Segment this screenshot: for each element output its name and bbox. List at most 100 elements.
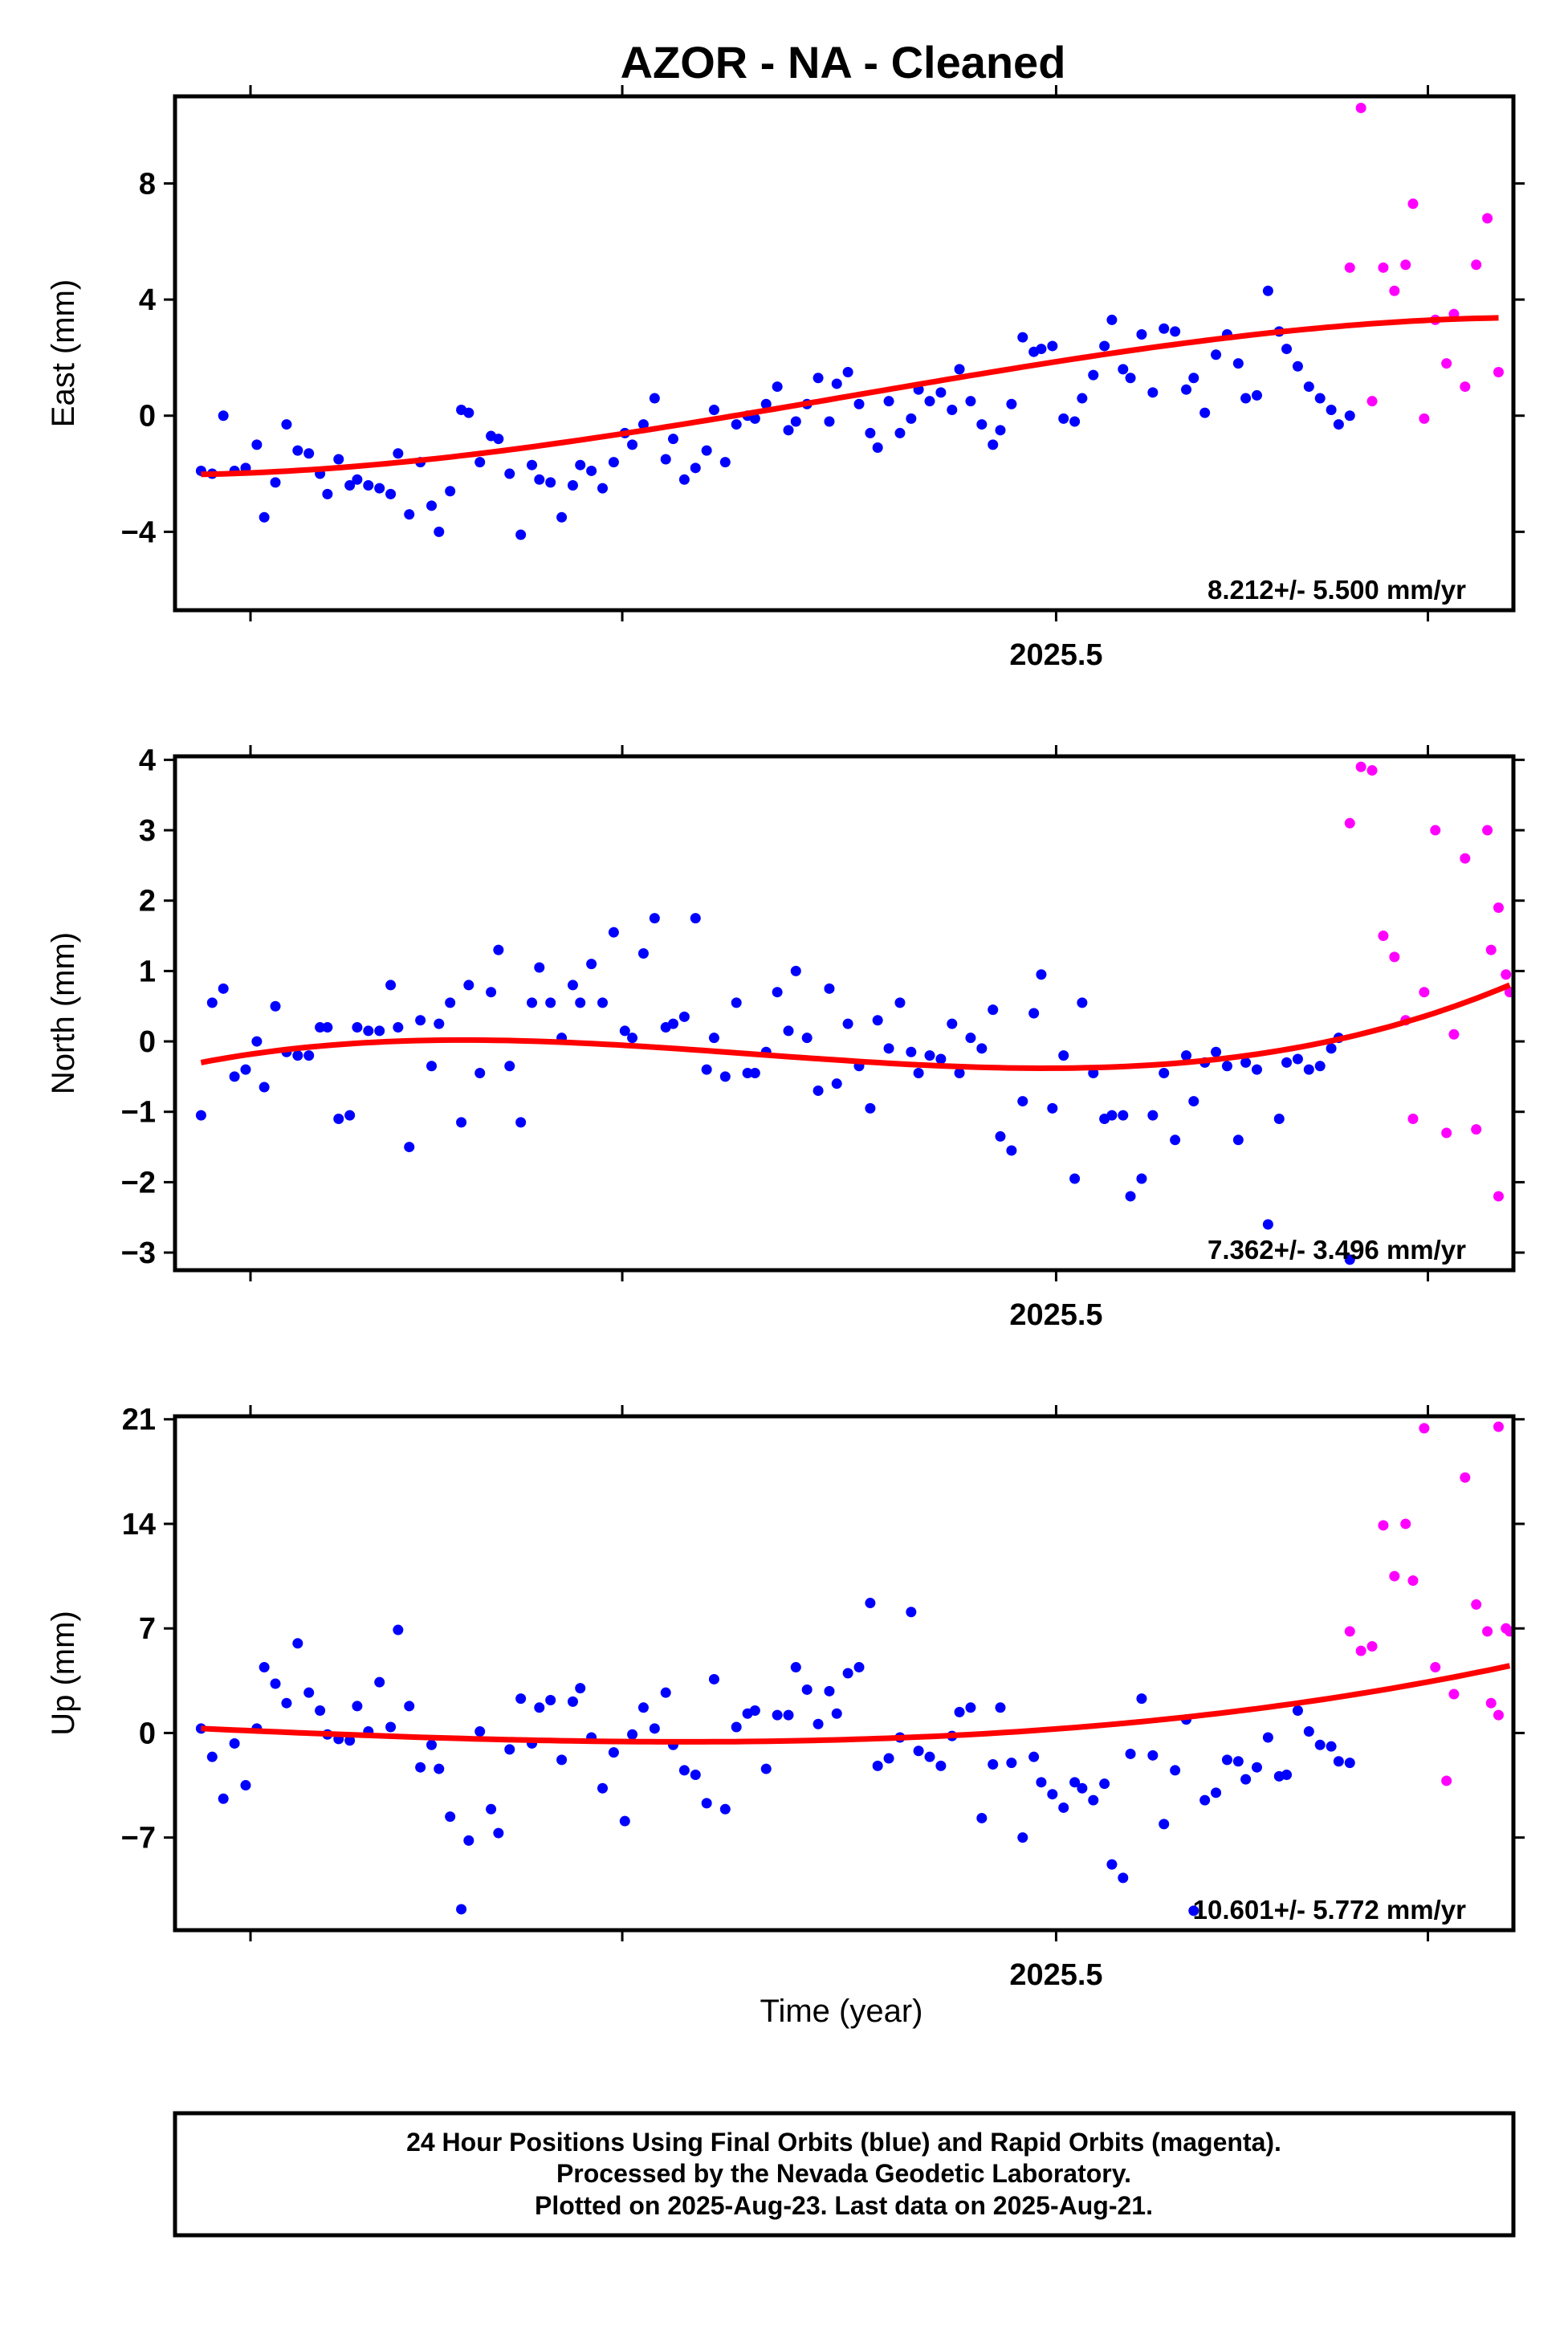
final-point <box>534 474 545 485</box>
final-point <box>719 457 731 468</box>
final-point <box>1099 1778 1110 1790</box>
final-point <box>1221 1754 1232 1766</box>
final-point <box>1303 381 1314 393</box>
final-point <box>393 1022 404 1033</box>
final-point <box>463 1835 474 1846</box>
final-point <box>1262 1732 1273 1743</box>
final-point <box>1077 997 1088 1008</box>
final-point <box>363 1025 374 1037</box>
trend-curve <box>201 1663 1511 1745</box>
rapid-point <box>1400 259 1411 271</box>
final-point <box>445 486 456 497</box>
final-point <box>1221 1061 1232 1072</box>
rapid-point <box>1389 285 1400 296</box>
rate-label: 8.212+/- 5.500 mm/yr <box>1208 575 1466 605</box>
final-point <box>504 468 515 479</box>
final-point <box>1106 314 1118 325</box>
final-point <box>954 364 965 375</box>
final-point <box>872 1760 883 1771</box>
final-point <box>1303 1726 1314 1737</box>
final-point <box>493 1827 504 1839</box>
y-tick-label: 4 <box>139 283 156 317</box>
final-point <box>678 1765 690 1776</box>
final-point <box>995 1130 1006 1142</box>
final-point <box>270 477 281 488</box>
final-point <box>731 419 742 430</box>
final-point <box>515 529 527 540</box>
y-axis-label: North (mm) <box>46 932 81 1094</box>
rapid-point <box>1430 825 1441 836</box>
final-point <box>1232 358 1244 369</box>
final-point <box>415 1015 426 1026</box>
final-point <box>404 1701 415 1712</box>
final-point <box>545 1694 556 1705</box>
final-point <box>1069 1173 1081 1184</box>
final-point <box>790 416 801 427</box>
final-point <box>1240 393 1252 404</box>
final-point <box>1006 1145 1017 1156</box>
x-tick-label: 2025.5 <box>1009 638 1102 672</box>
final-point <box>831 1078 842 1090</box>
final-point <box>667 434 678 445</box>
final-point <box>701 1064 712 1075</box>
final-point <box>913 1745 924 1757</box>
final-point <box>1125 1748 1136 1759</box>
final-point <box>575 459 586 470</box>
final-point <box>1170 326 1181 337</box>
rapid-point <box>1460 381 1471 393</box>
final-point <box>1088 1794 1099 1806</box>
final-point <box>352 1022 363 1033</box>
final-point <box>456 1117 467 1128</box>
final-point <box>1281 1057 1293 1068</box>
final-point <box>924 1751 935 1762</box>
final-point <box>1344 1254 1355 1265</box>
final-point <box>1344 1758 1355 1769</box>
rapid-point <box>1471 259 1482 271</box>
rapid-point <box>1448 1688 1460 1700</box>
final-point <box>865 427 876 438</box>
final-point <box>1170 1134 1181 1146</box>
final-point <box>872 442 883 454</box>
panels: −4 0 4 8 2025.5 East (mm) 8.212+/- 5.500 mm/yr… <box>46 85 1525 1992</box>
rapid-point <box>1504 987 1513 998</box>
final-point <box>701 1798 712 1809</box>
final-point <box>708 1033 719 1044</box>
final-point <box>1170 1765 1181 1776</box>
final-point <box>1326 405 1337 416</box>
final-point <box>1181 384 1192 395</box>
final-point <box>1211 349 1222 360</box>
rapid-point <box>1378 262 1389 273</box>
final-point <box>1303 1064 1314 1075</box>
final-point <box>322 1022 333 1033</box>
y-tick-label: −2 <box>121 1166 156 1200</box>
final-point <box>1240 1057 1252 1068</box>
final-point <box>660 454 671 465</box>
final-point <box>426 1739 438 1750</box>
plot-frame <box>173 94 1516 613</box>
final-point <box>218 410 229 422</box>
final-point <box>1118 364 1129 375</box>
final-point <box>824 1685 835 1697</box>
final-point <box>515 1117 527 1128</box>
final-point <box>1326 1741 1337 1752</box>
final-point <box>1017 1096 1028 1107</box>
final-point <box>701 445 712 456</box>
final-point <box>1058 1050 1069 1061</box>
final-point <box>445 1811 456 1823</box>
final-point <box>976 1043 988 1054</box>
final-point <box>534 1702 545 1713</box>
final-point <box>790 965 801 976</box>
y-tick-label: 0 <box>139 1025 156 1059</box>
final-point <box>474 457 486 468</box>
final-point <box>772 987 783 998</box>
final-point <box>393 1624 404 1635</box>
final-point <box>385 1721 397 1733</box>
final-point <box>586 959 597 970</box>
final-point <box>1281 1770 1293 1781</box>
final-point <box>637 419 649 430</box>
final-point <box>281 1697 292 1709</box>
trend-curve <box>201 315 1499 478</box>
rapid-point <box>1441 1775 1452 1786</box>
footer-line-1: 24 Hour Positions Using Final Orbits (bl… <box>406 2128 1281 2157</box>
rapid-point <box>1493 1191 1504 1202</box>
